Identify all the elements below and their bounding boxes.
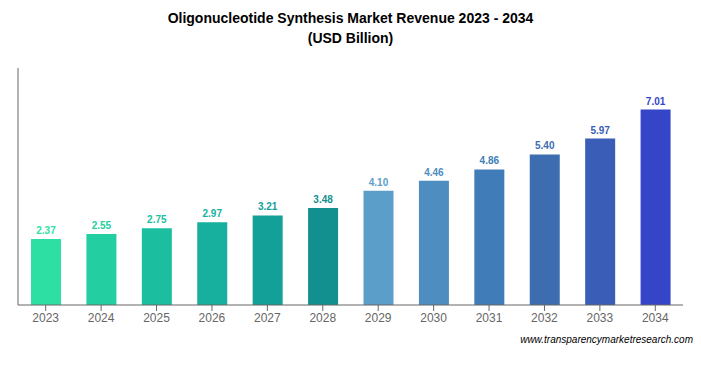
svg-text:2.97: 2.97: [203, 208, 223, 219]
svg-text:2.37: 2.37: [36, 225, 56, 236]
svg-text:3.48: 3.48: [313, 194, 333, 205]
svg-text:2023: 2023: [32, 311, 59, 325]
svg-text:2025: 2025: [143, 311, 170, 325]
svg-text:2024: 2024: [88, 311, 115, 325]
svg-text:4.10: 4.10: [369, 177, 389, 188]
svg-text:4.46: 4.46: [424, 167, 444, 178]
svg-text:5.97: 5.97: [590, 125, 610, 136]
svg-text:2032: 2032: [531, 311, 558, 325]
svg-text:4.86: 4.86: [480, 155, 500, 166]
svg-text:2029: 2029: [365, 311, 392, 325]
svg-text:2030: 2030: [420, 311, 447, 325]
svg-text:2033: 2033: [587, 311, 614, 325]
svg-text:7.01: 7.01: [646, 96, 666, 107]
svg-text:2027: 2027: [254, 311, 281, 325]
svg-text:3.21: 3.21: [258, 201, 278, 212]
svg-text:2.55: 2.55: [92, 220, 112, 231]
svg-text:2.75: 2.75: [147, 214, 167, 225]
svg-text:2028: 2028: [309, 311, 336, 325]
svg-text:2034: 2034: [642, 311, 669, 325]
svg-text:2031: 2031: [476, 311, 503, 325]
html-text:www.transparencymarketresearch: www.transparencymarketresearch.com: [520, 334, 693, 345]
svg-text:5.40: 5.40: [535, 140, 555, 151]
html-text:Oligonucleotide Synthesis Mark: Oligonucleotide Synthesis Market Revenue…: [167, 10, 534, 26]
html-text:(USD Billion): (USD Billion): [307, 30, 394, 46]
svg-text:2026: 2026: [199, 311, 226, 325]
